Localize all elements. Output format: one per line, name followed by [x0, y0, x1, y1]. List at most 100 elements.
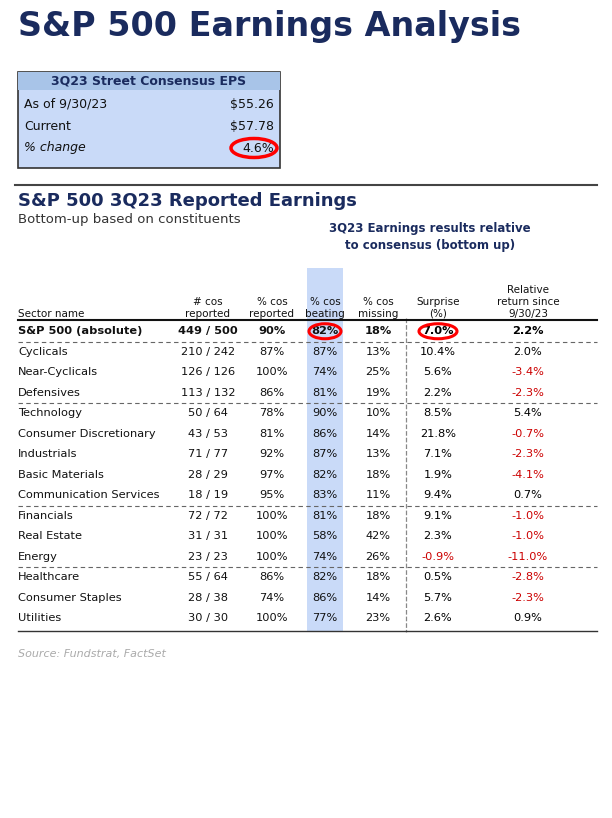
Text: Current: Current [24, 119, 71, 133]
Text: 100%: 100% [256, 510, 288, 521]
Text: 23%: 23% [365, 614, 390, 623]
Text: 86%: 86% [259, 388, 285, 398]
Text: -2.3%: -2.3% [512, 593, 545, 603]
Text: 0.9%: 0.9% [513, 614, 542, 623]
Text: 0.7%: 0.7% [513, 490, 542, 501]
Text: Real Estate: Real Estate [18, 531, 82, 542]
Text: 82%: 82% [313, 470, 338, 479]
Text: -4.1%: -4.1% [512, 470, 545, 479]
Text: 11%: 11% [365, 490, 390, 501]
Text: % cos
missing: % cos missing [358, 297, 398, 319]
Text: 92%: 92% [259, 449, 285, 459]
Text: 100%: 100% [256, 552, 288, 562]
Text: 3Q23 Earnings results relative
to consensus (bottom up): 3Q23 Earnings results relative to consen… [329, 222, 531, 252]
Text: 86%: 86% [259, 573, 285, 582]
Text: 42%: 42% [365, 531, 390, 542]
Text: 28 / 38: 28 / 38 [188, 593, 228, 603]
Text: 2.2%: 2.2% [424, 388, 452, 398]
Text: 5.4%: 5.4% [513, 408, 542, 418]
Text: 10.4%: 10.4% [420, 347, 456, 357]
Text: 78%: 78% [259, 408, 285, 418]
Text: As of 9/30/23: As of 9/30/23 [24, 97, 107, 110]
Text: $55.26: $55.26 [230, 97, 274, 110]
Text: Financials: Financials [18, 510, 74, 521]
Text: Sector name: Sector name [18, 309, 84, 319]
Text: 83%: 83% [312, 490, 338, 501]
Text: 81%: 81% [312, 388, 338, 398]
Text: 74%: 74% [313, 367, 338, 377]
Text: 82%: 82% [313, 573, 338, 582]
Text: 31 / 31: 31 / 31 [188, 531, 228, 542]
Text: Basic Materials: Basic Materials [18, 470, 104, 479]
Text: 100%: 100% [256, 614, 288, 623]
Text: -0.9%: -0.9% [422, 552, 455, 562]
Text: Industrials: Industrials [18, 449, 78, 459]
FancyBboxPatch shape [18, 72, 280, 168]
Text: 113 / 132: 113 / 132 [181, 388, 235, 398]
Text: Surprise
(%): Surprise (%) [416, 297, 460, 319]
Text: -2.3%: -2.3% [512, 449, 545, 459]
Text: 95%: 95% [259, 490, 285, 501]
Text: 126 / 126: 126 / 126 [181, 367, 235, 377]
Text: 81%: 81% [312, 510, 338, 521]
Text: -2.3%: -2.3% [512, 388, 545, 398]
Text: 18%: 18% [365, 573, 390, 582]
Text: 18%: 18% [365, 510, 390, 521]
Text: 74%: 74% [313, 552, 338, 562]
Text: S&P 500 (absolute): S&P 500 (absolute) [18, 326, 143, 336]
Text: 50 / 64: 50 / 64 [188, 408, 228, 418]
Text: % change: % change [24, 142, 86, 155]
Text: S&P 500 3Q23 Reported Earnings: S&P 500 3Q23 Reported Earnings [18, 192, 357, 210]
Text: 9.1%: 9.1% [424, 510, 452, 521]
Text: 55 / 64: 55 / 64 [188, 573, 228, 582]
Text: 97%: 97% [259, 470, 285, 479]
Text: -1.0%: -1.0% [512, 531, 545, 542]
Text: 58%: 58% [312, 531, 338, 542]
Text: 1.9%: 1.9% [424, 470, 452, 479]
Text: Cyclicals: Cyclicals [18, 347, 67, 357]
Text: 449 / 500: 449 / 500 [178, 326, 238, 336]
Text: 72 / 72: 72 / 72 [188, 510, 228, 521]
Text: 210 / 242: 210 / 242 [181, 347, 235, 357]
Text: 2.0%: 2.0% [513, 347, 542, 357]
Text: $57.78: $57.78 [230, 119, 274, 133]
Text: Technology: Technology [18, 408, 82, 418]
Text: 23 / 23: 23 / 23 [188, 552, 228, 562]
Text: 13%: 13% [365, 449, 390, 459]
Text: 7.1%: 7.1% [424, 449, 452, 459]
Text: 9.4%: 9.4% [424, 490, 452, 501]
FancyBboxPatch shape [18, 72, 280, 90]
Text: 3Q23 Street Consensus EPS: 3Q23 Street Consensus EPS [51, 74, 247, 88]
Text: -0.7%: -0.7% [512, 429, 545, 438]
Text: 4.6%: 4.6% [242, 142, 274, 155]
Text: -11.0%: -11.0% [508, 552, 548, 562]
Text: 71 / 77: 71 / 77 [188, 449, 228, 459]
Text: Relative
return since
9/30/23: Relative return since 9/30/23 [497, 285, 559, 319]
Text: -2.8%: -2.8% [512, 573, 545, 582]
Text: 18%: 18% [364, 326, 392, 336]
Text: Energy: Energy [18, 552, 58, 562]
Text: % cos
reported: % cos reported [250, 297, 294, 319]
Text: 28 / 29: 28 / 29 [188, 470, 228, 479]
Text: 18%: 18% [365, 470, 390, 479]
Text: 2.6%: 2.6% [424, 614, 452, 623]
Text: 87%: 87% [312, 449, 338, 459]
Text: 7.0%: 7.0% [422, 326, 453, 336]
Text: 0.5%: 0.5% [424, 573, 452, 582]
Text: Consumer Staples: Consumer Staples [18, 593, 122, 603]
Text: 100%: 100% [256, 531, 288, 542]
Text: 82%: 82% [312, 326, 338, 336]
Text: Consumer Discretionary: Consumer Discretionary [18, 429, 155, 438]
Text: 87%: 87% [259, 347, 285, 357]
Text: 2.3%: 2.3% [424, 531, 452, 542]
Text: 18 / 19: 18 / 19 [188, 490, 228, 501]
Text: 5.7%: 5.7% [424, 593, 452, 603]
Text: Near-Cyclicals: Near-Cyclicals [18, 367, 98, 377]
Text: S&P 500 Earnings Analysis: S&P 500 Earnings Analysis [18, 10, 521, 43]
Text: Healthcare: Healthcare [18, 573, 80, 582]
Text: 43 / 53: 43 / 53 [188, 429, 228, 438]
Text: -3.4%: -3.4% [512, 367, 545, 377]
Text: 100%: 100% [256, 367, 288, 377]
Text: Source: Fundstrat, FactSet: Source: Fundstrat, FactSet [18, 649, 166, 658]
Text: 14%: 14% [365, 593, 390, 603]
